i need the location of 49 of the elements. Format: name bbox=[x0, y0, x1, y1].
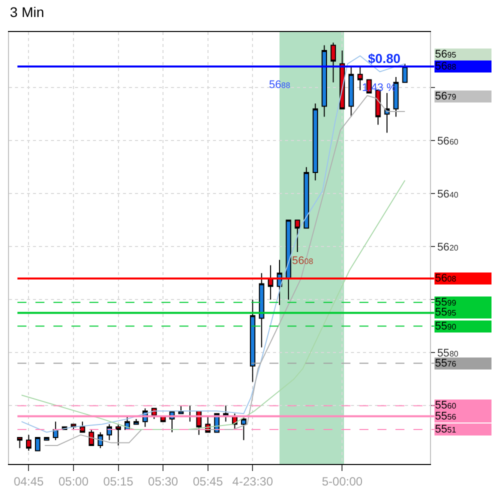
candlestick bbox=[312, 103, 318, 181]
candlestick bbox=[330, 42, 336, 83]
y-tick-label: 5660 bbox=[437, 136, 459, 148]
text: 5679 bbox=[435, 90, 457, 102]
candlestick bbox=[98, 432, 104, 449]
line-series bbox=[44, 95, 406, 446]
ref-line-label: 5590 bbox=[435, 320, 457, 332]
ref-line-label: 5576 bbox=[435, 358, 457, 370]
candlestick bbox=[134, 418, 139, 425]
candlestick bbox=[250, 299, 256, 382]
x-tick-label: 05:30 bbox=[148, 474, 178, 488]
y-tick-label: 5620 bbox=[437, 242, 459, 254]
ref-line-label: 5551 bbox=[435, 424, 457, 436]
x-tick-label: 05:15 bbox=[103, 474, 134, 488]
candlestick bbox=[26, 434, 32, 452]
candlestick bbox=[88, 429, 94, 446]
ref-line-label: 5599 bbox=[435, 296, 457, 308]
candlestick bbox=[304, 166, 310, 229]
candlestick bbox=[294, 220, 300, 252]
candlestick bbox=[44, 437, 50, 441]
ref-line-label: 5560 bbox=[435, 400, 457, 412]
chart-title: 3 Min bbox=[10, 4, 44, 20]
y-tick-label: 5580 bbox=[437, 348, 459, 360]
x-tick-label: 04:45 bbox=[14, 474, 44, 488]
candlestick bbox=[348, 66, 354, 118]
candlestick bbox=[402, 63, 408, 83]
candlestick bbox=[322, 44, 327, 118]
annotation: $0.80 bbox=[368, 51, 401, 66]
line-series bbox=[21, 55, 406, 433]
ref-line-label: 5595 bbox=[435, 306, 457, 318]
x-tick-label: 4-23:30 bbox=[232, 474, 274, 488]
candlestick bbox=[106, 424, 112, 441]
ref-line-label: 5688 bbox=[435, 60, 457, 72]
candlestick bbox=[34, 437, 40, 452]
annotation: 5608 bbox=[292, 255, 314, 267]
candlestick bbox=[240, 416, 246, 441]
candlestick bbox=[116, 424, 121, 446]
y-tick-label: 5640 bbox=[437, 188, 459, 201]
x-tick-label: 05:00 bbox=[58, 474, 89, 488]
candlestick bbox=[357, 66, 363, 91]
ref-line-label: 5608 bbox=[435, 272, 457, 284]
annotation: 5688 bbox=[269, 79, 291, 91]
text: 5695 bbox=[435, 48, 457, 60]
candlestick bbox=[258, 272, 264, 348]
x-tick-label: 5-00:00 bbox=[322, 474, 363, 488]
x-tick-label: 05:45 bbox=[192, 474, 224, 488]
candlestick bbox=[17, 437, 22, 449]
ref-line-label: 5556 bbox=[435, 410, 457, 422]
candlestick bbox=[268, 264, 274, 300]
